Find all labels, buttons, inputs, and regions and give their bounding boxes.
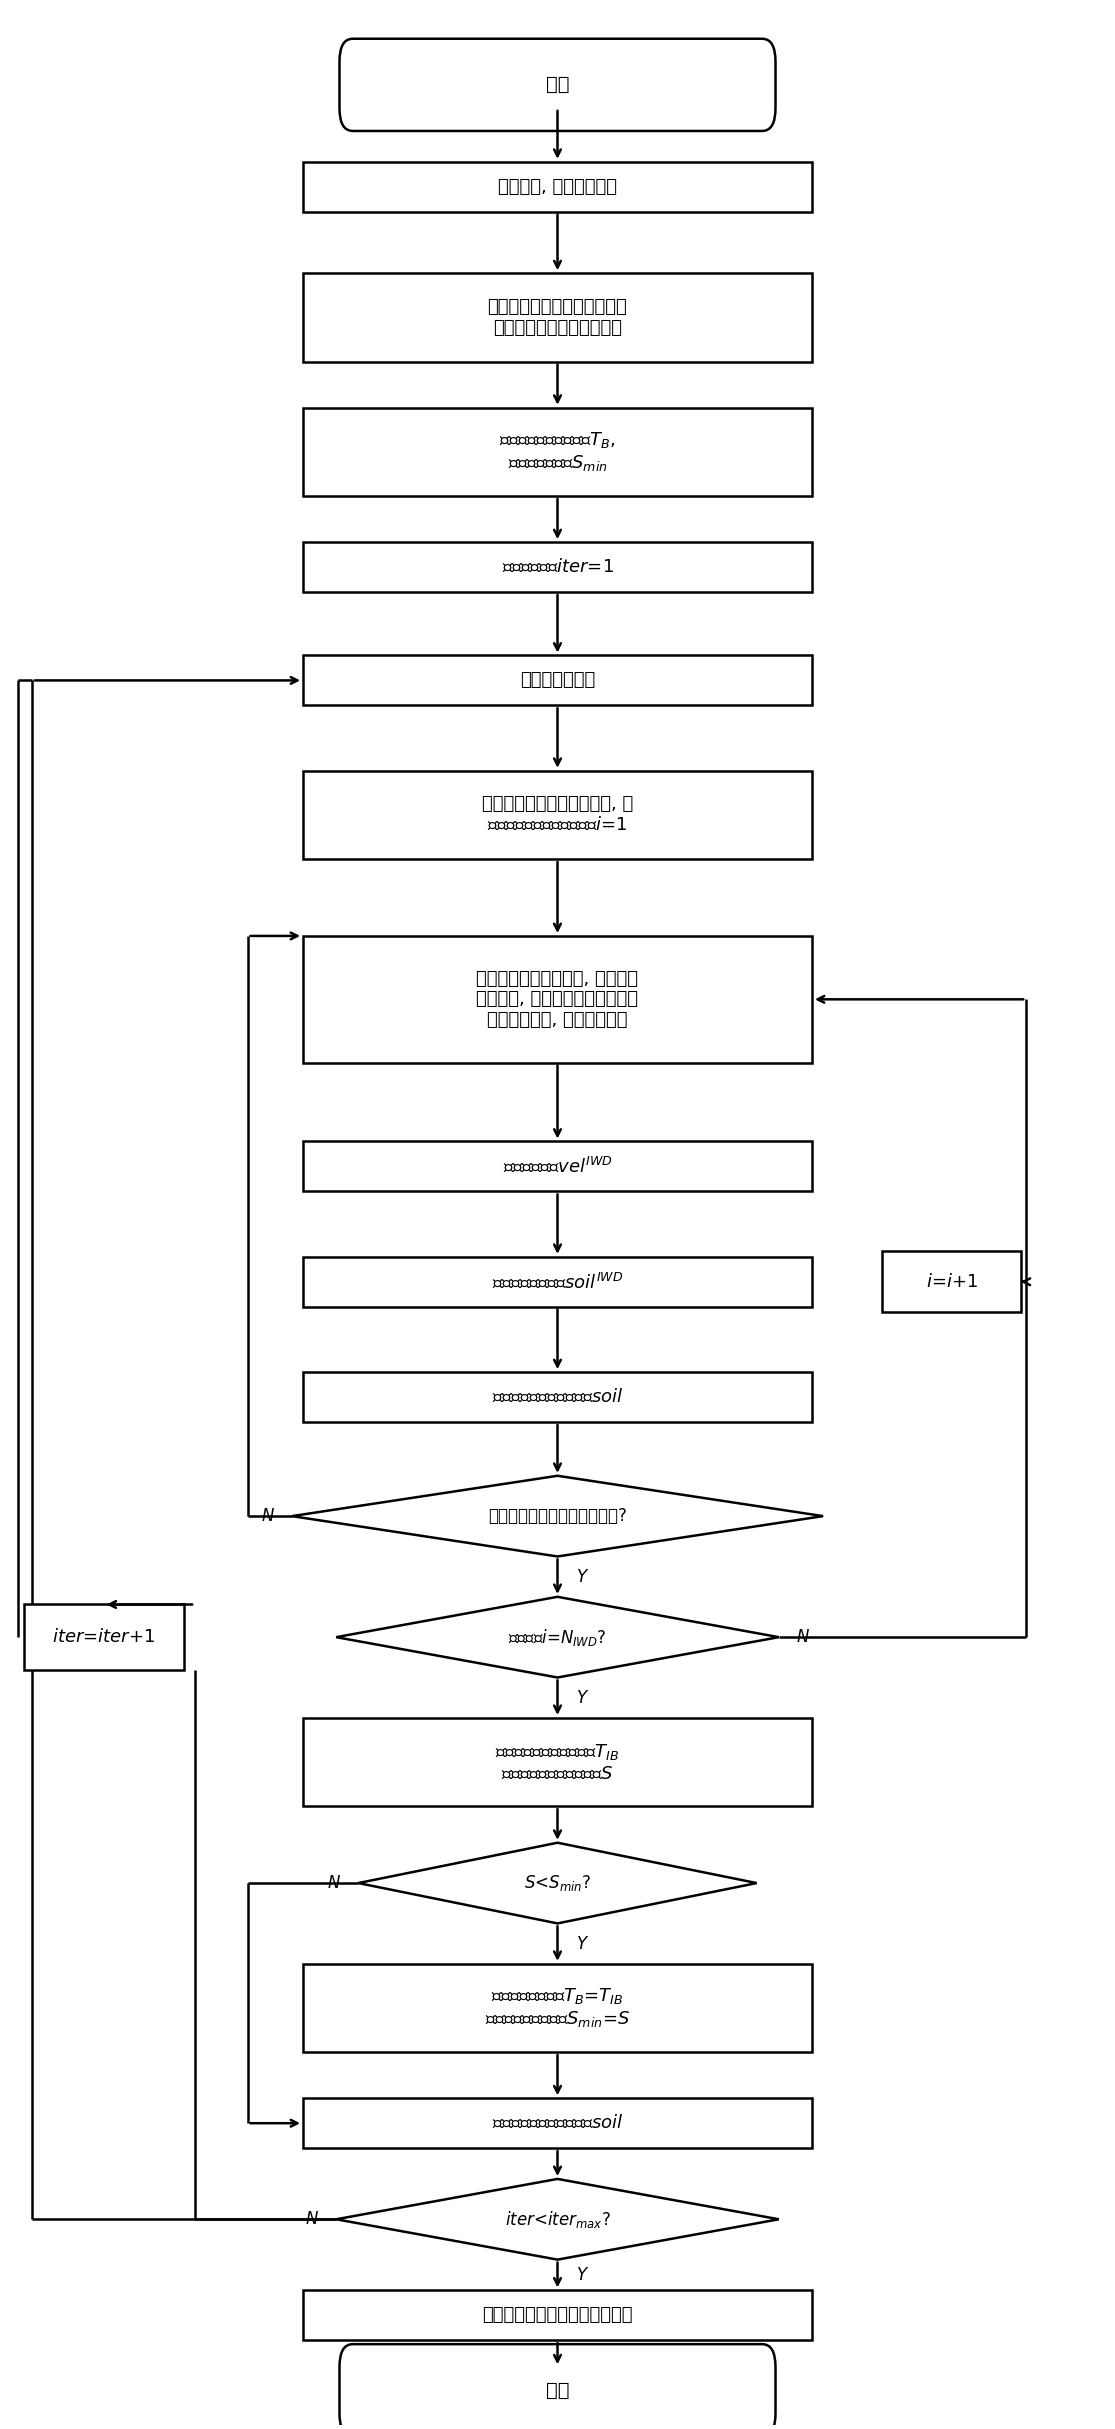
Text: Y: Y: [576, 2266, 586, 2283]
Text: 获得全局最优路径及目标函数值: 获得全局最优路径及目标函数值: [483, 2305, 632, 2325]
Text: 开始: 开始: [545, 75, 570, 95]
Text: 采用最优结点子群策略, 计算子群
概率函数, 根据轮盘赌选择下一个
待访问的结点, 跟新访问列表: 采用最优结点子群策略, 计算子群 概率函数, 根据轮盘赌选择下一个 待访问的结点…: [476, 969, 639, 1030]
Bar: [303, 1372, 812, 1421]
Text: 随机产生全局最优路径$T_B$,
计算目标函数值$S_{min}$: 随机产生全局最优路径$T_B$, 计算目标函数值$S_{min}$: [500, 430, 615, 474]
Bar: [303, 935, 812, 1064]
Bar: [882, 1251, 1020, 1312]
Bar: [303, 770, 812, 860]
Text: $iter$=$iter$+1: $iter$=$iter$+1: [52, 1627, 155, 1647]
Bar: [303, 1963, 812, 2053]
Bar: [303, 656, 812, 704]
Polygon shape: [336, 2179, 779, 2259]
Text: Y: Y: [576, 1688, 586, 1708]
Text: 结束: 结束: [545, 2380, 570, 2400]
Text: N: N: [306, 2210, 318, 2227]
Text: Y: Y: [576, 1933, 586, 1953]
Bar: [303, 272, 812, 362]
Text: 更新水滴速度$vel^{IWD}$: 更新水滴速度$vel^{IWD}$: [503, 1156, 612, 1176]
Polygon shape: [336, 1596, 779, 1678]
Bar: [303, 1717, 812, 1807]
Text: 设置所有水滴的起始出发点, 跟
新访问列表，初始水滴索引$i$=1: 设置所有水滴的起始出发点, 跟 新访问列表，初始水滴索引$i$=1: [482, 797, 633, 833]
Text: $i$=$i$+1: $i$=$i$+1: [925, 1273, 978, 1290]
Text: 初始化静态参数，采用随机化
策略设置各结点间的泥沙量: 初始化静态参数，采用随机化 策略设置各结点间的泥沙量: [487, 299, 628, 338]
Bar: [303, 163, 812, 211]
Bar: [303, 1256, 812, 1307]
Text: 水滴索引$i$=$N_{IWD}$?: 水滴索引$i$=$N_{IWD}$?: [508, 1627, 607, 1647]
Bar: [303, 2099, 812, 2147]
Text: 计算当前迭代的最优路径$T_{IB}$
并计算对应的目标函数值$S$: 计算当前迭代的最优路径$T_{IB}$ 并计算对应的目标函数值$S$: [495, 1742, 620, 1783]
Text: 动态参数初始化: 动态参数初始化: [520, 670, 595, 690]
Text: 初始迭代次数$iter$=1: 初始迭代次数$iter$=1: [502, 559, 613, 576]
Polygon shape: [292, 1477, 823, 1557]
Text: 水滴走完区域内符合要求结点?: 水滴走完区域内符合要求结点?: [488, 1506, 627, 1525]
Polygon shape: [358, 1844, 757, 1924]
Text: N: N: [797, 1627, 809, 1647]
Text: $S$<$S_{min}$?: $S$<$S_{min}$?: [524, 1873, 591, 1892]
Text: Y: Y: [576, 1567, 586, 1586]
Bar: [303, 2291, 812, 2339]
Bar: [303, 1142, 812, 1193]
Text: 更新水滴的含沙量$soil^{IWD}$: 更新水滴的含沙量$soil^{IWD}$: [492, 1273, 623, 1292]
FancyBboxPatch shape: [339, 39, 776, 131]
Bar: [303, 542, 812, 593]
Bar: [303, 408, 812, 496]
Text: N: N: [328, 1875, 340, 1892]
Text: 更新全局最优路径$T_B$=$T_{IB}$
更新全局最小函数值$S_{min}$=$S$: 更新全局最优路径$T_B$=$T_{IB}$ 更新全局最小函数值$S_{min}…: [485, 1987, 630, 2031]
Text: 全局更新结点间的泥沙量$soil$: 全局更新结点间的泥沙量$soil$: [492, 2113, 623, 2133]
Text: 局部更新结点间的泥沙量$soil$: 局部更新结点间的泥沙量$soil$: [492, 1387, 623, 1406]
Text: 读入数据, 建立数学模型: 读入数据, 建立数学模型: [498, 177, 617, 197]
Bar: [23, 1606, 184, 1669]
Text: N: N: [261, 1506, 274, 1525]
FancyBboxPatch shape: [339, 2344, 776, 2429]
Text: $iter$<$iter_{max}$?: $iter$<$iter_{max}$?: [505, 2208, 610, 2230]
